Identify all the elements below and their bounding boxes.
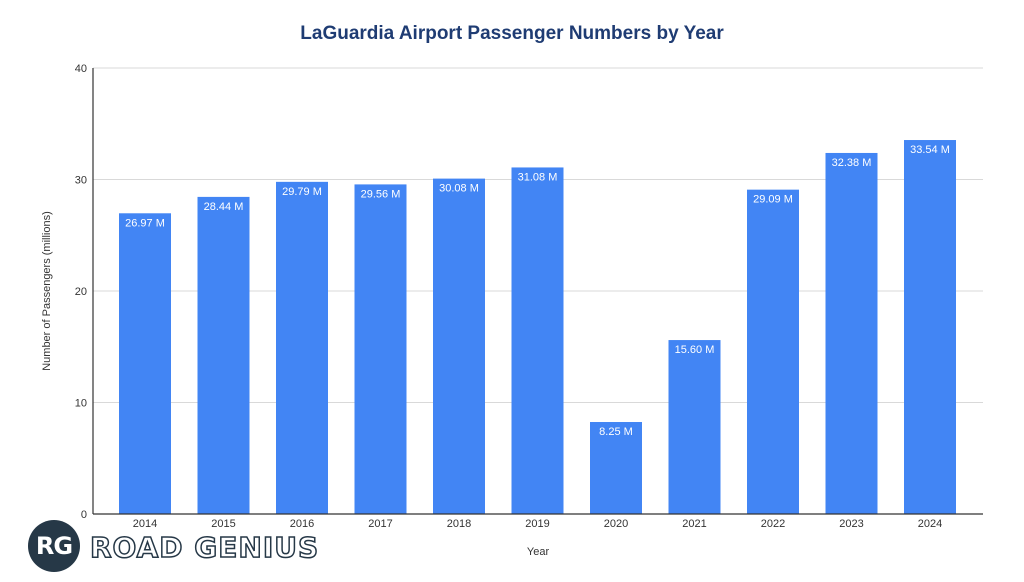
chart-title: LaGuardia Airport Passenger Numbers by Y… xyxy=(300,23,724,44)
x-axis-title: Year xyxy=(527,546,550,558)
bar-2018 xyxy=(433,178,485,514)
y-tick-label: 0 xyxy=(81,509,87,521)
bar-2019 xyxy=(511,167,564,514)
bar-2017 xyxy=(354,184,407,514)
y-tick-label: 40 xyxy=(75,63,87,75)
data-label: 26.97 M xyxy=(125,217,165,229)
y-tick-label: 30 xyxy=(75,175,87,187)
data-label: 28.44 M xyxy=(204,201,244,213)
data-label: 8.25 M xyxy=(599,426,633,438)
logo-badge: RG xyxy=(28,520,80,572)
y-tick-label: 20 xyxy=(75,286,87,298)
x-tick-label: 2017 xyxy=(368,518,392,530)
road-genius-logo: RG ROAD GENIUS xyxy=(28,520,319,572)
x-tick-label: 2023 xyxy=(839,518,863,530)
x-tick-label: 2016 xyxy=(290,518,314,530)
x-tick-label: 2022 xyxy=(761,518,785,530)
x-tick-label: 2024 xyxy=(918,518,942,530)
x-tick-label: 2014 xyxy=(133,518,157,530)
data-label: 32.38 M xyxy=(832,157,872,169)
bar-2015 xyxy=(197,196,250,515)
bar-2021 xyxy=(668,340,721,514)
bar-2024 xyxy=(904,140,956,515)
bar-2023 xyxy=(825,152,878,514)
x-tick-label: 2015 xyxy=(211,518,235,530)
data-label: 29.56 M xyxy=(361,188,401,200)
data-label: 30.08 M xyxy=(439,183,479,195)
data-label: 29.09 M xyxy=(753,194,793,206)
bar-2014 xyxy=(119,213,171,515)
y-tick-label: 10 xyxy=(75,398,87,410)
x-tick-label: 2018 xyxy=(447,518,471,530)
logo-text: ROAD GENIUS xyxy=(89,531,320,564)
x-tick-label: 2020 xyxy=(604,518,628,530)
data-label: 29.79 M xyxy=(282,186,322,198)
x-tick-label: 2021 xyxy=(682,518,706,530)
data-label: 33.54 M xyxy=(910,144,950,156)
data-label: 15.60 M xyxy=(675,344,715,356)
bar-2016 xyxy=(276,181,328,515)
data-label: 31.08 M xyxy=(518,171,558,183)
y-axis-title: Number of Passengers (millions) xyxy=(41,211,53,371)
bar-2022 xyxy=(747,189,799,515)
x-tick-label: 2019 xyxy=(525,518,549,530)
bar-2020 xyxy=(590,422,642,514)
